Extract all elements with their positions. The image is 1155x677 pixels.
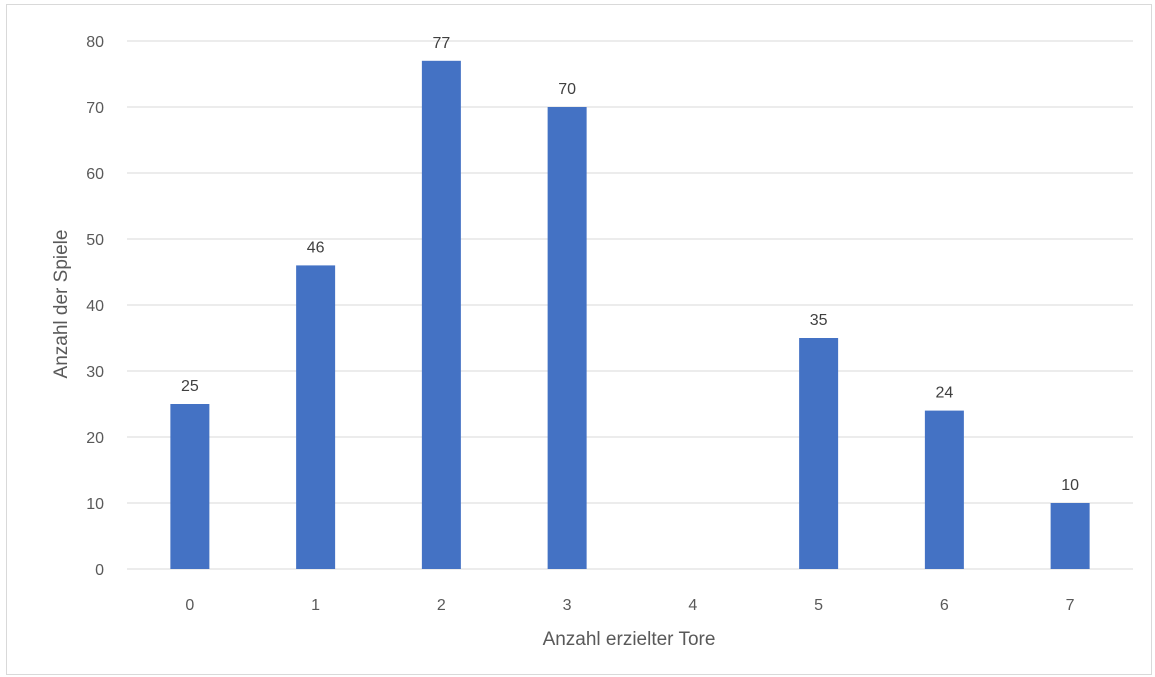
x-tick-label: 3 bbox=[563, 597, 572, 614]
y-tick-label: 40 bbox=[86, 298, 104, 315]
y-tick-label: 80 bbox=[86, 34, 104, 51]
x-tick-label: 4 bbox=[688, 597, 697, 614]
data-label-2: 77 bbox=[432, 35, 450, 52]
bar-3 bbox=[547, 107, 587, 569]
data-label-6: 24 bbox=[935, 385, 953, 402]
x-tick-label: 6 bbox=[940, 597, 949, 614]
y-axis-title: Anzahl der Spiele bbox=[51, 230, 72, 379]
bar-5 bbox=[799, 338, 839, 569]
x-tick-label: 7 bbox=[1066, 597, 1075, 614]
data-label-5: 35 bbox=[810, 312, 828, 329]
x-tick-label: 2 bbox=[437, 597, 446, 614]
bar-2 bbox=[421, 60, 461, 570]
y-tick-label: 60 bbox=[86, 166, 104, 183]
bar-0 bbox=[170, 404, 210, 569]
x-axis-title: Anzahl erzielter Tore bbox=[543, 629, 716, 650]
data-label-1: 46 bbox=[307, 239, 325, 256]
x-axis-ticks: 0 1 2 3 4 5 6 7 bbox=[185, 597, 1074, 614]
y-axis-ticks: 0 10 20 30 40 50 60 70 80 bbox=[86, 34, 104, 579]
bars bbox=[170, 60, 1090, 570]
data-label-3: 70 bbox=[558, 81, 576, 98]
x-tick-label: 0 bbox=[185, 597, 194, 614]
y-tick-label: 70 bbox=[86, 100, 104, 117]
y-tick-label: 0 bbox=[95, 562, 104, 579]
data-label-7: 10 bbox=[1061, 477, 1079, 494]
bar-6 bbox=[924, 410, 964, 569]
data-label-0: 25 bbox=[181, 378, 199, 395]
x-tick-label: 5 bbox=[814, 597, 823, 614]
y-tick-label: 20 bbox=[86, 430, 104, 447]
y-tick-label: 10 bbox=[86, 496, 104, 513]
bar-7 bbox=[1050, 503, 1090, 569]
x-tick-label: 1 bbox=[311, 597, 320, 614]
gridlines bbox=[127, 40, 1133, 570]
data-labels: 25 46 77 70 35 24 10 bbox=[181, 35, 1079, 494]
bar-1 bbox=[296, 265, 336, 569]
y-tick-label: 30 bbox=[86, 364, 104, 381]
y-tick-label: 50 bbox=[86, 232, 104, 249]
